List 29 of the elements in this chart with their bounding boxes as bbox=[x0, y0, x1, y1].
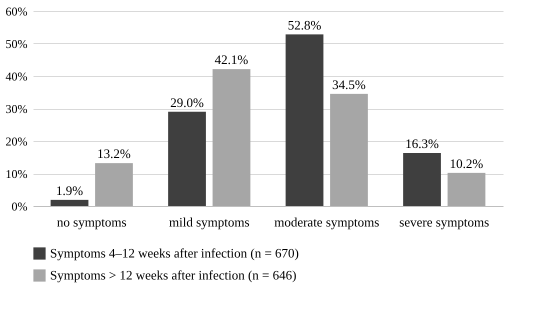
legend-label: Symptoms > 12 weeks after infection (n = 646) bbox=[50, 268, 296, 282]
data-label: 42.1% bbox=[214, 52, 248, 68]
bar bbox=[330, 94, 368, 206]
bar bbox=[286, 34, 324, 206]
legend-label: Symptoms 4–12 weeks after infection (n = 670) bbox=[50, 246, 299, 260]
y-tick-label: 50% bbox=[6, 37, 28, 51]
y-tick-label: 0% bbox=[12, 200, 28, 214]
x-tick-label: no symptoms bbox=[56, 214, 127, 230]
y-tick-label: 10% bbox=[6, 167, 28, 181]
y-tick-label: 30% bbox=[6, 102, 28, 116]
data-label: 1.9% bbox=[56, 182, 84, 198]
data-label: 16.3% bbox=[405, 136, 439, 152]
data-label: 52.8% bbox=[288, 17, 322, 32]
y-tick-label: 20% bbox=[6, 134, 28, 148]
bar bbox=[50, 200, 88, 206]
data-label: 34.5% bbox=[332, 76, 366, 92]
y-tick-label: 40% bbox=[6, 70, 28, 84]
bar bbox=[95, 163, 133, 206]
bar bbox=[212, 69, 250, 206]
x-tick-label: moderate symptoms bbox=[274, 214, 380, 230]
bar bbox=[448, 172, 486, 206]
bar bbox=[403, 153, 441, 206]
x-tick-label: mild symptoms bbox=[168, 214, 250, 230]
bar bbox=[168, 112, 206, 206]
data-label: 10.2% bbox=[450, 156, 484, 171]
y-tick-label: 60% bbox=[6, 4, 28, 18]
data-label: 29.0% bbox=[170, 94, 204, 110]
x-tick-label: severe symptoms bbox=[399, 214, 490, 230]
data-label: 13.2% bbox=[97, 146, 131, 162]
